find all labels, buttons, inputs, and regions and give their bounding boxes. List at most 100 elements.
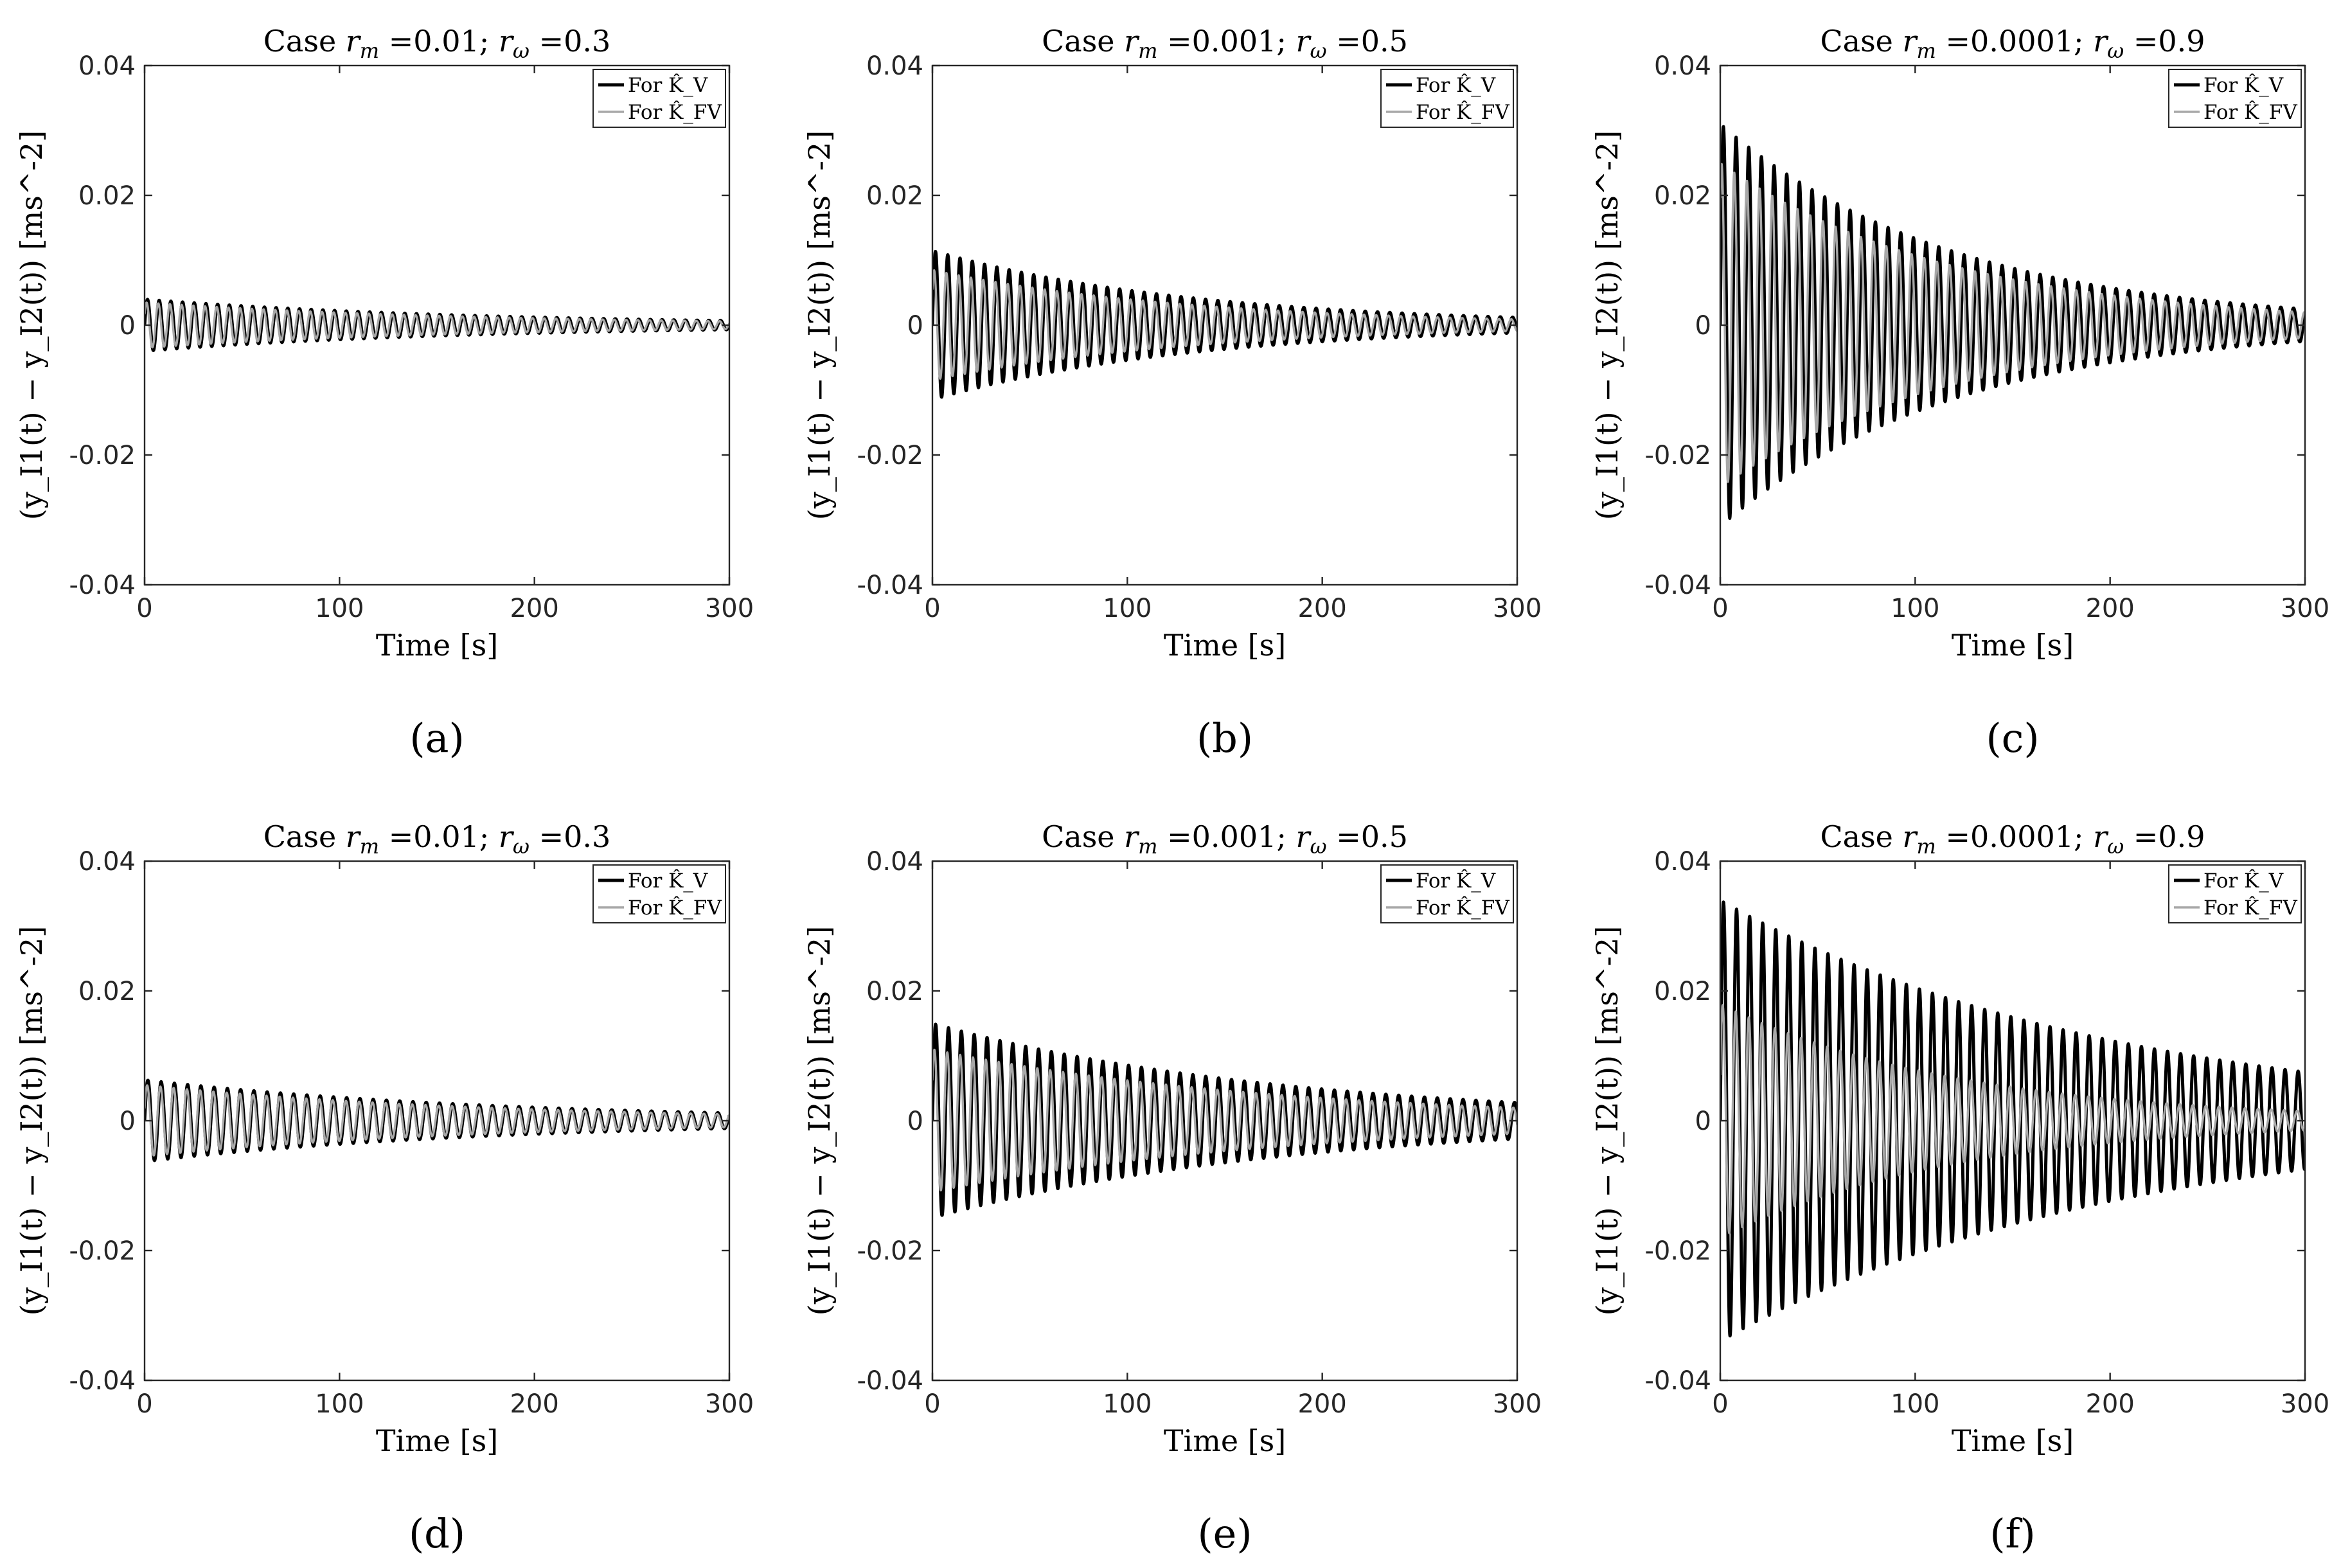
legend-label-kv: For K̂_V bbox=[1416, 73, 1496, 97]
legend-box bbox=[2168, 69, 2302, 128]
plot-area bbox=[1720, 125, 2305, 521]
y-tick-label: -0.02 bbox=[857, 441, 924, 470]
y-tick-label: 0.04 bbox=[1654, 847, 1711, 877]
y-tick-label: -0.02 bbox=[857, 1236, 924, 1266]
x-tick-label: 100 bbox=[1891, 1389, 1939, 1419]
x-tick-label: 100 bbox=[1103, 594, 1152, 623]
x-tick-label: 300 bbox=[2281, 594, 2329, 623]
y-tick-label: -0.04 bbox=[857, 571, 924, 600]
series-line-kv bbox=[1720, 125, 2305, 521]
legend-label-kfv: For K̂_FV bbox=[628, 100, 722, 124]
y-tick-label: -0.02 bbox=[1645, 1236, 1712, 1266]
y-tick-label: 0 bbox=[120, 1107, 136, 1136]
series-line-kfv bbox=[932, 269, 1517, 380]
axes-box bbox=[931, 860, 1518, 1382]
y-axis-label: (y_I1(t) − y_I2(t)) [ms^-2] bbox=[802, 130, 837, 520]
legend-label-kfv: For K̂_FV bbox=[628, 895, 722, 920]
x-tick-label: 200 bbox=[1297, 1389, 1346, 1419]
y-axis-label: (y_I1(t) − y_I2(t)) [ms^-2] bbox=[1590, 926, 1625, 1315]
y-tick-label: 0.04 bbox=[78, 847, 136, 877]
legend-label-kv: For K̂_V bbox=[1416, 868, 1496, 893]
panel-label: (a) bbox=[409, 715, 464, 762]
x-tick-label: 100 bbox=[315, 1389, 364, 1419]
y-tick-label: -0.04 bbox=[1645, 1366, 1712, 1396]
y-tick-label: 0.02 bbox=[78, 977, 136, 1006]
panel-f: 0 100 200 300 -0.04 -0.02 0 0.02 0.04 Case rm =0.… bbox=[1590, 819, 2329, 1557]
x-tick-label: 0 bbox=[924, 1389, 940, 1419]
legend-label-kv: For K̂_V bbox=[628, 73, 708, 97]
x-tick-label: 0 bbox=[1712, 1389, 1728, 1419]
y-tick-label: 0 bbox=[1695, 1107, 1711, 1136]
panel-label: (c) bbox=[1986, 715, 2039, 762]
series-line-kfv bbox=[1720, 1004, 2305, 1234]
legend-label-kfv: For K̂_FV bbox=[2203, 100, 2297, 124]
chart-title: Case rm =0.0001; rω =0.9 bbox=[1820, 24, 2205, 63]
chart-title: Case rm =0.001; rω =0.5 bbox=[1042, 819, 1408, 859]
plot-area bbox=[145, 298, 729, 352]
y-axis-label: (y_I1(t) − y_I2(t)) [ms^-2] bbox=[802, 926, 837, 1315]
x-axis-label: Time [s] bbox=[376, 628, 498, 663]
chart-title: Case rm =0.001; rω =0.5 bbox=[1042, 24, 1408, 63]
series-line-kfv bbox=[145, 301, 729, 349]
y-tick-label: 0.02 bbox=[866, 977, 923, 1006]
y-tick-label: -0.04 bbox=[69, 1366, 136, 1396]
y-tick-label: -0.02 bbox=[69, 1236, 136, 1266]
series-line-kfv bbox=[932, 1048, 1517, 1191]
y-tick-label: 0.02 bbox=[78, 181, 136, 211]
y-tick-label: 0.04 bbox=[866, 51, 923, 81]
panel-label: (e) bbox=[1197, 1510, 1252, 1557]
x-tick-label: 200 bbox=[2085, 594, 2134, 623]
panel-b: 0 100 200 300 -0.04 -0.02 0 0.02 0.04 Case rm =0.… bbox=[802, 24, 1542, 762]
y-tick-label: -0.02 bbox=[69, 441, 136, 470]
y-tick-label: -0.04 bbox=[69, 571, 136, 600]
x-axis-label: Time [s] bbox=[1952, 628, 2074, 663]
panel-e: 0 100 200 300 -0.04 -0.02 0 0.02 0.04 Case rm =0.… bbox=[802, 819, 1542, 1557]
legend-box bbox=[592, 864, 726, 923]
y-tick-label: 0.04 bbox=[866, 847, 923, 877]
x-tick-label: 300 bbox=[705, 1389, 754, 1419]
y-tick-label: -0.04 bbox=[1645, 571, 1712, 600]
y-tick-label: -0.02 bbox=[1645, 441, 1712, 470]
x-tick-label: 100 bbox=[1103, 1389, 1152, 1419]
plot-area bbox=[145, 1078, 729, 1163]
legend-box bbox=[592, 69, 726, 128]
x-tick-label: 300 bbox=[2281, 1389, 2329, 1419]
panel-d: 0 100 200 300 -0.04 -0.02 0 0.02 0.04 Case rm =0.… bbox=[14, 819, 754, 1557]
chart-title: Case rm =0.01; rω =0.3 bbox=[263, 24, 611, 63]
y-tick-label: 0.04 bbox=[78, 51, 136, 81]
y-tick-label: 0 bbox=[1695, 311, 1711, 341]
y-tick-label: 0.02 bbox=[866, 181, 923, 211]
y-axis-label: (y_I1(t) − y_I2(t)) [ms^-2] bbox=[14, 926, 49, 1315]
panel-label: (b) bbox=[1197, 715, 1253, 762]
panel-label: (d) bbox=[409, 1510, 465, 1557]
legend-label-kv: For K̂_V bbox=[628, 868, 708, 893]
x-tick-label: 200 bbox=[510, 594, 558, 623]
y-axis-label: (y_I1(t) − y_I2(t)) [ms^-2] bbox=[1590, 130, 1625, 520]
y-tick-label: 0 bbox=[907, 1107, 923, 1136]
y-tick-label: 0.02 bbox=[1654, 181, 1711, 211]
x-tick-label: 0 bbox=[924, 594, 940, 623]
x-tick-label: 200 bbox=[1297, 594, 1346, 623]
plot-area bbox=[1720, 900, 2305, 1338]
x-tick-label: 300 bbox=[705, 594, 754, 623]
legend-label-kfv: For K̂_FV bbox=[2203, 895, 2297, 920]
x-tick-label: 300 bbox=[1493, 1389, 1542, 1419]
legend-box bbox=[1380, 864, 1514, 923]
x-tick-label: 100 bbox=[315, 594, 364, 623]
legend-box bbox=[2168, 864, 2302, 923]
x-axis-label: Time [s] bbox=[1952, 1423, 2074, 1458]
y-axis-label: (y_I1(t) − y_I2(t)) [ms^-2] bbox=[14, 130, 49, 520]
panel-a: 0 100 200 300 -0.04 -0.02 0 0.02 0.04 Case rm =0.… bbox=[14, 24, 754, 762]
y-tick-label: 0.02 bbox=[1654, 977, 1711, 1006]
x-tick-label: 200 bbox=[2085, 1389, 2134, 1419]
legend: For K̂_V For K̂_FV bbox=[2168, 69, 2302, 128]
series-line-kfv bbox=[145, 1084, 729, 1157]
series-line-kfv bbox=[1720, 163, 2305, 483]
x-axis-label: Time [s] bbox=[376, 1423, 498, 1458]
legend-label-kv: For K̂_V bbox=[2203, 73, 2284, 97]
chart-title: Case rm =0.01; rω =0.3 bbox=[263, 819, 611, 859]
legend-label-kv: For K̂_V bbox=[2203, 868, 2284, 893]
